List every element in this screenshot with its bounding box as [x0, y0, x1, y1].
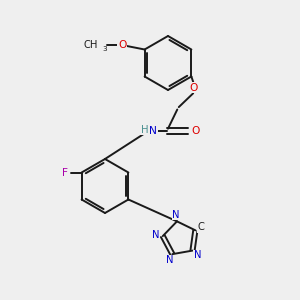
Text: N: N — [149, 126, 157, 136]
Text: N: N — [172, 210, 180, 220]
Text: C: C — [198, 222, 205, 232]
Text: F: F — [62, 167, 68, 178]
Text: N: N — [194, 250, 201, 260]
Text: 3: 3 — [102, 46, 107, 52]
Text: N: N — [166, 255, 173, 265]
Text: H: H — [140, 125, 148, 135]
Text: O: O — [191, 126, 200, 136]
Text: O: O — [190, 83, 198, 93]
Text: CH: CH — [84, 40, 98, 50]
Text: O: O — [118, 40, 126, 50]
Text: N: N — [152, 230, 160, 240]
